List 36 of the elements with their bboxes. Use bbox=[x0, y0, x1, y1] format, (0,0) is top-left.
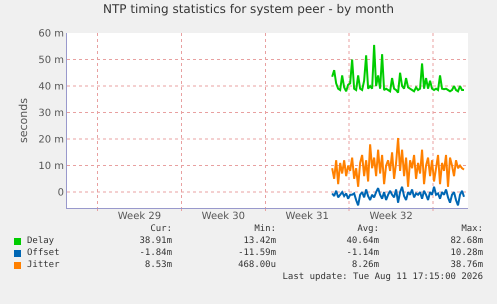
y-axis-title: seconds bbox=[16, 98, 30, 143]
text: Avg: bbox=[357, 224, 379, 234]
line-series bbox=[331, 44, 465, 94]
text: 82.68m bbox=[450, 236, 483, 246]
text: Last update: Tue Aug 11 17:15:00 2026 bbox=[282, 272, 483, 282]
text: 13.42m bbox=[243, 236, 276, 246]
x-tick-label: Week 31 bbox=[286, 211, 329, 222]
y-tick-label: 20 m bbox=[38, 134, 64, 146]
text: 40.64m bbox=[346, 236, 379, 246]
line-series bbox=[331, 186, 465, 206]
legend-label: Offset bbox=[27, 248, 60, 258]
y-tick-label: 60 m bbox=[38, 28, 64, 40]
text: -11.59m bbox=[238, 248, 276, 258]
x-tick-label: Week 32 bbox=[369, 211, 413, 222]
y-tick-label: 40 m bbox=[38, 82, 64, 93]
text: 468.00u bbox=[238, 260, 276, 270]
text: Min: bbox=[254, 224, 276, 234]
text: Max: bbox=[461, 224, 483, 234]
chart-title: NTP timing statistics for system peer - by month bbox=[102, 2, 394, 16]
text: 38.91m bbox=[139, 236, 172, 246]
y-tick-label: 10 m bbox=[38, 161, 64, 172]
text: 8.26m bbox=[352, 260, 379, 270]
text: -1.84m bbox=[139, 248, 172, 258]
x-tick-label: Week 29 bbox=[118, 211, 162, 222]
y-tick-label: 50 m bbox=[38, 55, 64, 66]
line-series bbox=[331, 137, 465, 188]
text: 38.76m bbox=[450, 260, 483, 270]
legend-label: Jitter bbox=[27, 260, 60, 270]
y-tick-label: 0 bbox=[58, 188, 64, 199]
legend-label: Delay bbox=[27, 236, 54, 246]
text: Cur: bbox=[150, 224, 172, 234]
text: 8.53m bbox=[144, 260, 172, 270]
y-tick-label: 30 m bbox=[38, 108, 64, 120]
text: -1.14m bbox=[346, 248, 379, 258]
text: 10.28m bbox=[450, 248, 483, 258]
x-tick-label: Week 30 bbox=[202, 211, 245, 222]
